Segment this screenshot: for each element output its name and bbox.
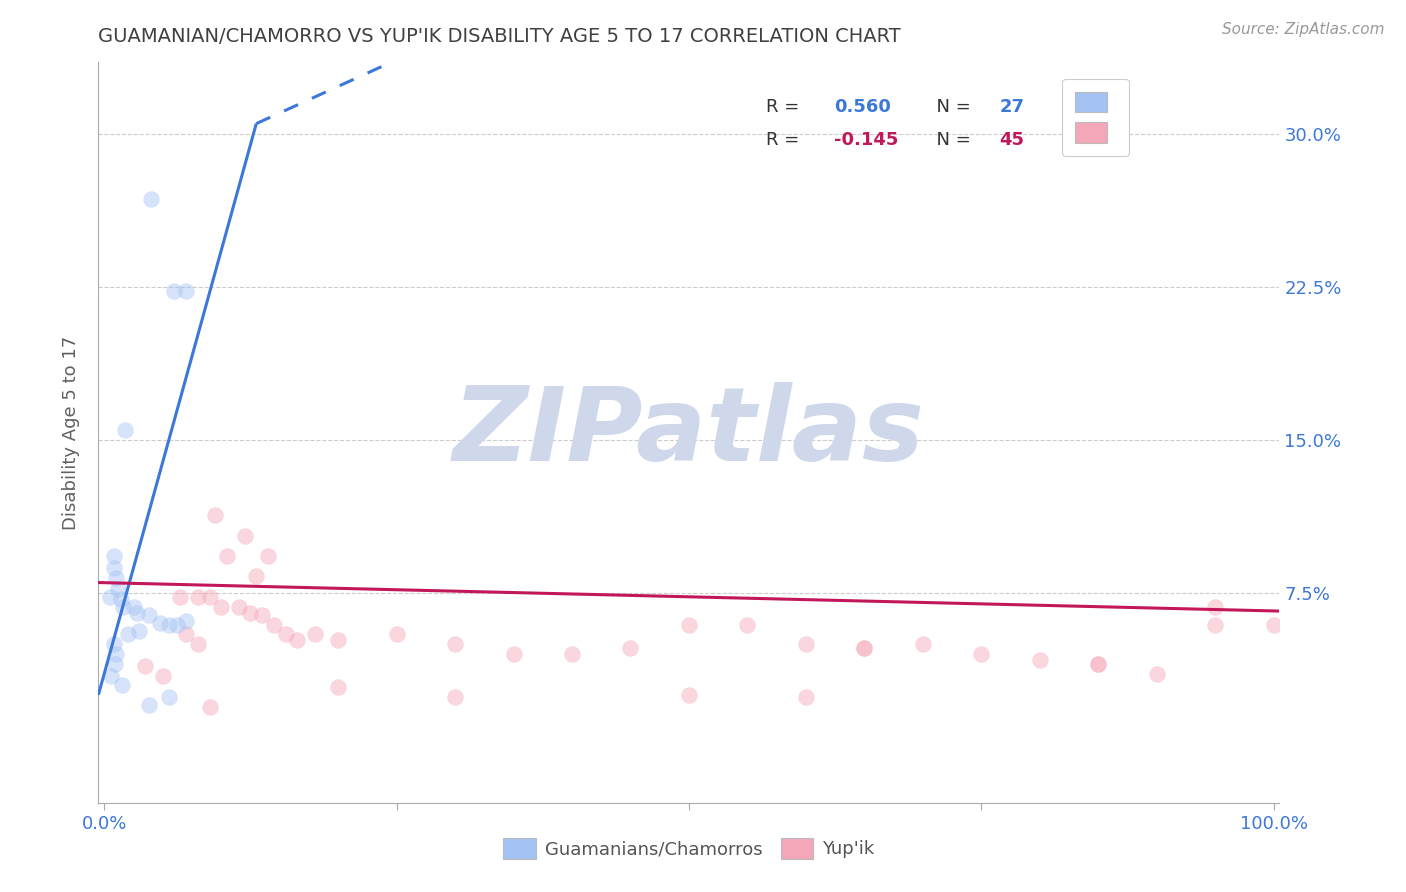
Point (174, 284, 197, 298)
Point (138, 698, 160, 712)
Point (619, 640, 641, 655)
Point (1263, 618, 1285, 632)
Point (122, 599, 145, 614)
Point (198, 590, 221, 604)
Point (157, 618, 180, 632)
Text: 27: 27 (1000, 98, 1025, 116)
Point (970, 647, 993, 661)
Point (678, 618, 700, 632)
Point (250, 608, 273, 623)
Text: N =: N = (925, 98, 977, 116)
Point (794, 637, 817, 651)
Point (111, 677, 134, 691)
Point (274, 626, 297, 640)
Y-axis label: Disability Age 5 to 17: Disability Age 5 to 17 (62, 335, 80, 530)
Text: -0.145: -0.145 (834, 131, 898, 149)
Point (166, 618, 188, 632)
Point (257, 549, 280, 563)
Point (157, 690, 180, 704)
Point (1204, 599, 1226, 614)
Point (204, 508, 226, 523)
Point (737, 618, 759, 632)
Point (149, 616, 172, 631)
Legend: Guamanians/Chamorros, Yup'ik: Guamanians/Chamorros, Yup'ik (495, 829, 883, 868)
Point (228, 599, 250, 614)
Point (1087, 657, 1109, 672)
Point (326, 632, 349, 647)
Point (304, 626, 326, 640)
Text: ZIPatlas: ZIPatlas (453, 382, 925, 483)
Text: N =: N = (925, 131, 977, 149)
Point (169, 590, 191, 604)
Point (104, 657, 127, 672)
Point (104, 647, 127, 661)
Point (163, 284, 186, 298)
Point (134, 659, 156, 673)
Point (326, 680, 349, 694)
Point (114, 423, 136, 437)
Point (263, 618, 285, 632)
Point (853, 640, 876, 655)
Point (174, 615, 197, 629)
Point (678, 688, 700, 702)
Point (1087, 657, 1109, 672)
Point (245, 569, 267, 583)
Point (117, 626, 139, 640)
Point (187, 637, 209, 651)
Point (198, 700, 221, 714)
Point (1204, 618, 1226, 632)
Point (111, 599, 134, 614)
Point (911, 637, 934, 651)
Point (187, 590, 209, 604)
Text: 45: 45 (1000, 131, 1025, 149)
Point (444, 637, 467, 651)
Point (233, 528, 256, 542)
Point (139, 192, 162, 206)
Point (100, 669, 122, 683)
Point (107, 582, 129, 596)
Point (125, 606, 148, 620)
Point (128, 624, 150, 639)
Point (794, 690, 817, 704)
Point (502, 647, 524, 661)
Point (110, 591, 132, 606)
Point (103, 561, 125, 575)
Text: Source: ZipAtlas.com: Source: ZipAtlas.com (1222, 22, 1385, 37)
Point (98, 590, 121, 604)
Point (103, 637, 125, 651)
Point (152, 669, 174, 683)
Point (103, 549, 125, 563)
Point (444, 690, 467, 704)
Text: R =: R = (766, 98, 804, 116)
Point (561, 647, 583, 661)
Text: R =: R = (766, 131, 804, 149)
Point (239, 606, 262, 620)
Point (215, 549, 238, 563)
Text: 0.560: 0.560 (834, 98, 891, 116)
Point (285, 632, 308, 647)
Point (1029, 653, 1052, 667)
Point (209, 599, 232, 614)
Point (853, 640, 876, 655)
Point (385, 626, 408, 640)
Point (138, 608, 160, 623)
Point (1146, 667, 1168, 681)
Point (174, 626, 197, 640)
Text: GUAMANIAN/CHAMORRO VS YUP'IK DISABILITY AGE 5 TO 17 CORRELATION CHART: GUAMANIAN/CHAMORRO VS YUP'IK DISABILITY … (98, 27, 901, 45)
Point (104, 571, 127, 585)
